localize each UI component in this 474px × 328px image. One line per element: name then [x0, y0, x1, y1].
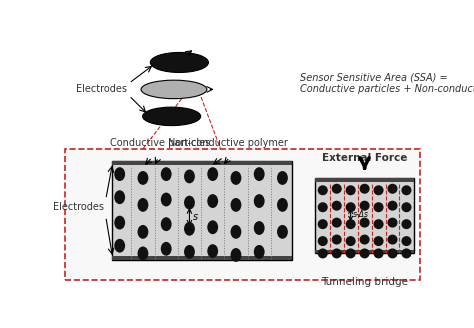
Bar	[315, 178, 414, 254]
Ellipse shape	[277, 225, 288, 239]
Ellipse shape	[254, 245, 264, 259]
Ellipse shape	[114, 216, 125, 230]
Text: Sensor Sensitive Area (SSA) =: Sensor Sensitive Area (SSA) =	[300, 73, 447, 83]
Ellipse shape	[387, 217, 398, 228]
Ellipse shape	[161, 217, 172, 231]
Ellipse shape	[401, 248, 411, 258]
Ellipse shape	[401, 219, 411, 229]
Ellipse shape	[277, 198, 288, 212]
Bar	[112, 256, 292, 259]
Ellipse shape	[346, 185, 356, 195]
Ellipse shape	[230, 248, 241, 262]
Ellipse shape	[374, 202, 383, 212]
Text: Electrodes: Electrodes	[76, 84, 128, 94]
Ellipse shape	[346, 202, 356, 212]
Text: s-Δs: s-Δs	[353, 211, 369, 219]
Ellipse shape	[318, 219, 328, 229]
Ellipse shape	[401, 185, 411, 195]
Ellipse shape	[360, 217, 370, 228]
Ellipse shape	[254, 167, 264, 181]
Ellipse shape	[387, 184, 398, 194]
Ellipse shape	[254, 221, 264, 235]
Ellipse shape	[254, 194, 264, 208]
Ellipse shape	[346, 248, 356, 258]
Ellipse shape	[230, 225, 241, 239]
Ellipse shape	[207, 167, 218, 181]
Ellipse shape	[114, 190, 125, 204]
Text: s: s	[192, 212, 198, 222]
Ellipse shape	[207, 220, 218, 234]
Ellipse shape	[137, 246, 148, 260]
Ellipse shape	[161, 242, 172, 256]
Text: Non-conductive polymer: Non-conductive polymer	[168, 138, 288, 148]
Ellipse shape	[161, 167, 172, 181]
Ellipse shape	[230, 171, 241, 185]
Ellipse shape	[401, 236, 411, 246]
Ellipse shape	[184, 222, 195, 236]
Ellipse shape	[114, 167, 125, 181]
Ellipse shape	[318, 185, 328, 195]
Text: Tunneling bridge: Tunneling bridge	[321, 277, 408, 287]
Ellipse shape	[143, 107, 201, 126]
Ellipse shape	[332, 217, 342, 228]
Text: External Force: External Force	[322, 153, 407, 163]
Text: Conductive particles + Non-conductive polymer: Conductive particles + Non-conductive po…	[300, 84, 474, 93]
Text: Electrodes: Electrodes	[53, 202, 104, 212]
Bar	[112, 161, 292, 165]
Ellipse shape	[401, 202, 411, 212]
Ellipse shape	[318, 202, 328, 212]
Ellipse shape	[387, 248, 398, 258]
Ellipse shape	[346, 219, 356, 229]
Ellipse shape	[332, 201, 342, 211]
Ellipse shape	[374, 185, 383, 195]
Ellipse shape	[360, 184, 370, 194]
Ellipse shape	[332, 235, 342, 245]
Ellipse shape	[332, 184, 342, 194]
Ellipse shape	[184, 196, 195, 210]
Ellipse shape	[387, 201, 398, 211]
Ellipse shape	[346, 236, 356, 246]
Ellipse shape	[161, 193, 172, 206]
Ellipse shape	[207, 244, 218, 258]
Ellipse shape	[374, 219, 383, 229]
Ellipse shape	[184, 170, 195, 183]
Ellipse shape	[318, 248, 328, 258]
Ellipse shape	[360, 201, 370, 211]
Bar	[315, 250, 414, 254]
Ellipse shape	[360, 248, 370, 258]
Bar	[315, 178, 414, 182]
Ellipse shape	[374, 236, 383, 246]
Ellipse shape	[332, 248, 342, 258]
Ellipse shape	[150, 52, 209, 72]
Ellipse shape	[137, 225, 148, 239]
Ellipse shape	[374, 248, 383, 258]
Ellipse shape	[318, 236, 328, 246]
Ellipse shape	[141, 80, 207, 99]
Ellipse shape	[114, 239, 125, 253]
Bar	[112, 161, 292, 259]
Ellipse shape	[184, 245, 195, 259]
Ellipse shape	[360, 235, 370, 245]
Ellipse shape	[137, 171, 148, 185]
Text: Conductive particles: Conductive particles	[110, 138, 210, 148]
Ellipse shape	[230, 198, 241, 212]
Bar	[65, 149, 420, 279]
Ellipse shape	[137, 198, 148, 212]
Ellipse shape	[387, 235, 398, 245]
Ellipse shape	[207, 194, 218, 208]
Ellipse shape	[277, 171, 288, 185]
